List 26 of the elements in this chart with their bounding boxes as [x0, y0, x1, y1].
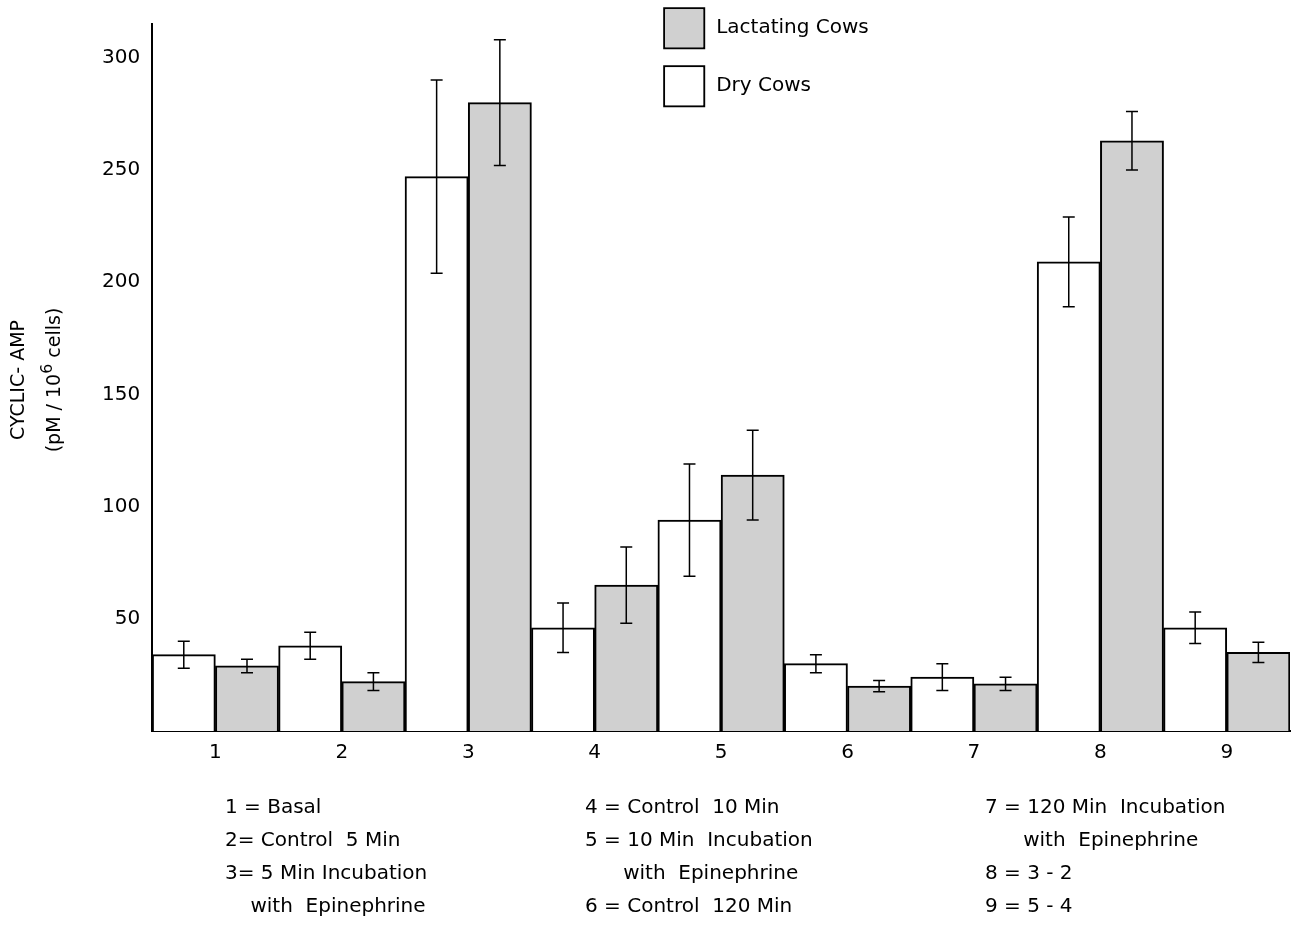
x-tick-label: 7 — [967, 739, 981, 764]
text: 2= Control 5 Min — [225, 826, 402, 853]
text: 6 = Control 120 Min — [585, 892, 794, 919]
y-tick-label: 100 — [101, 492, 141, 517]
x-tick-label: 1 — [209, 739, 222, 764]
text: 3= 5 Min Incubation with Epinephrine — [225, 859, 428, 919]
text: 9 = 5 - 4 — [985, 892, 1074, 919]
y-tick-label: 300 — [101, 43, 141, 68]
x-tick-label: 2 — [335, 739, 349, 764]
text: 7 = 120 Min Incubation with Epinephrine — [985, 793, 1226, 853]
x-tick-label: 4 — [588, 739, 602, 764]
x-tick-label: 8 — [1094, 739, 1107, 764]
x-tick-label: 6 — [841, 739, 854, 764]
x-tick-label: 3 — [461, 739, 475, 764]
text: 1 = Basal — [225, 793, 323, 820]
text: 8 = 3 - 2 — [985, 859, 1074, 886]
x-tick-label: 9 — [1220, 739, 1234, 764]
text: 4 = Control 10 Min — [585, 793, 781, 820]
x-tick-label: 5 — [714, 739, 728, 764]
legend-label: Lactating Cows — [716, 14, 869, 39]
y-tick-label: 200 — [101, 268, 141, 293]
y-tick-label: 150 — [101, 380, 141, 405]
y-tick-label: 50 — [114, 604, 141, 629]
y-tick-label: 250 — [101, 156, 141, 181]
legend-label: Dry Cows — [716, 72, 811, 97]
text: 5 = 10 Min Incubation with Epinephrine — [585, 826, 813, 886]
